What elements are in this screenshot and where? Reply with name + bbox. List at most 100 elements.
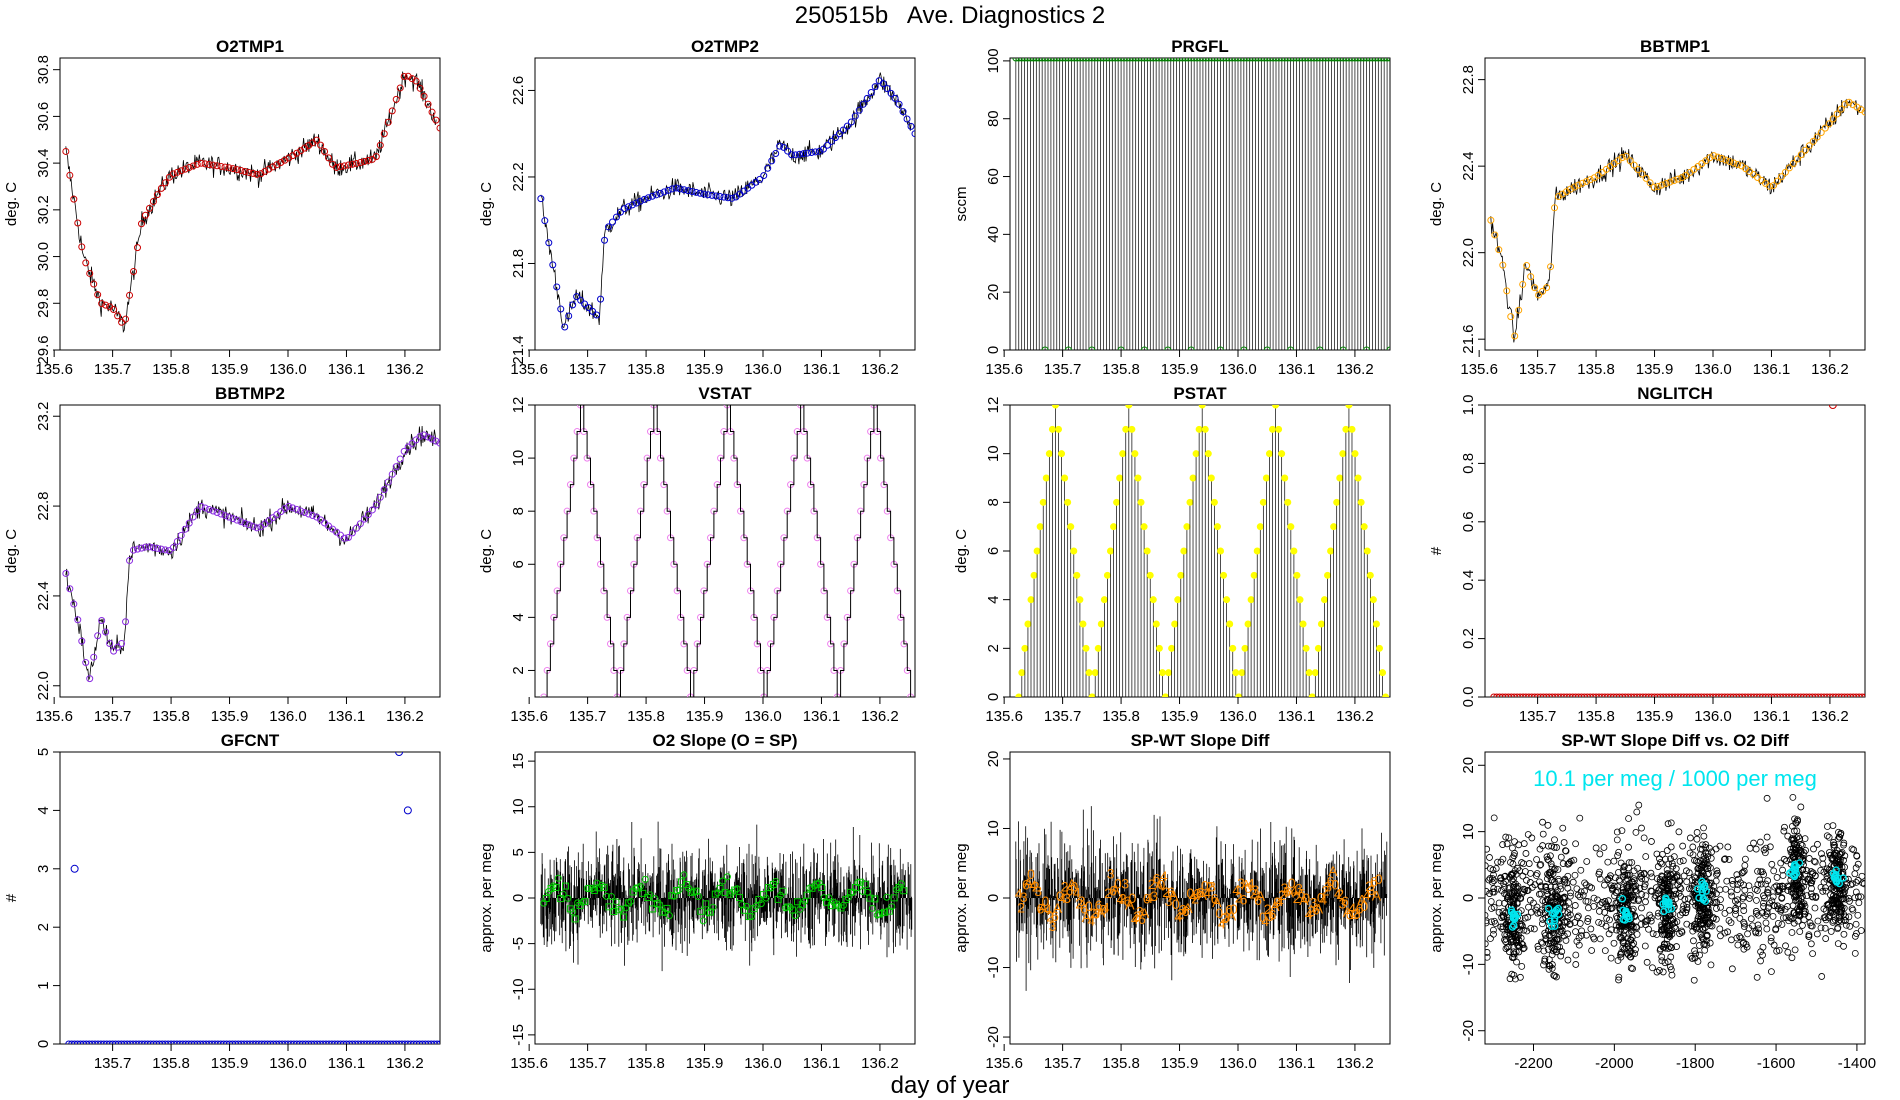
data-point [1563, 879, 1571, 887]
data-point [403, 806, 412, 815]
data-point [601, 236, 609, 244]
data-point [1530, 925, 1538, 933]
data-point [1583, 931, 1590, 939]
data-point [1788, 954, 1796, 962]
data-point [696, 189, 704, 197]
panel-title: O2TMP2 [691, 37, 759, 56]
data-point [1548, 898, 1556, 906]
data-point: 3 [1237, 875, 1245, 891]
x-tick-label: 136.2 [386, 1055, 424, 1072]
data-point [1596, 901, 1604, 909]
x-tick-label: 135.6 [985, 1055, 1023, 1072]
data-point [1186, 498, 1194, 506]
data-point [1759, 951, 1766, 959]
data-point [1512, 948, 1520, 956]
data-point [1740, 867, 1748, 875]
data-point: 6 [1182, 903, 1190, 919]
data-point [1727, 888, 1735, 896]
data-point [1741, 886, 1749, 894]
data-point [1499, 923, 1507, 931]
data-point [1061, 474, 1069, 482]
data-point [1817, 693, 1825, 697]
data-point [781, 904, 789, 912]
data-point: 6 [1327, 873, 1335, 889]
data-point [665, 912, 673, 920]
data-point [1648, 887, 1656, 895]
data-point [1639, 693, 1647, 697]
data-point [1638, 824, 1645, 832]
data-point [1764, 886, 1772, 893]
data-point [1693, 835, 1701, 843]
data-point [1183, 523, 1191, 531]
data-point [895, 100, 903, 108]
data-point [1786, 846, 1794, 853]
data-point [1544, 821, 1552, 829]
panel-title: SP-WT Slope Diff vs. O2 Diff [1561, 731, 1789, 750]
data-point [1514, 882, 1522, 890]
data-point [1560, 693, 1568, 697]
data-point [1537, 693, 1545, 697]
data-point [1559, 898, 1566, 906]
data-point [1756, 693, 1764, 697]
data-point [1708, 890, 1716, 898]
data-point [1784, 948, 1792, 956]
data-point [1694, 869, 1702, 877]
data-point [1237, 58, 1245, 62]
data-point [788, 151, 796, 159]
data-point [1805, 142, 1813, 150]
data-point [1064, 498, 1072, 506]
data-point [1826, 912, 1834, 920]
data-point [1800, 693, 1808, 697]
data-point [321, 147, 329, 155]
y-tick-label: 10 [985, 445, 1002, 462]
data-point [1302, 644, 1310, 652]
data-point [1537, 861, 1545, 868]
x-tick-label: 135.8 [627, 361, 665, 378]
data-point: 3 [1179, 901, 1187, 917]
data-point [656, 189, 664, 197]
data-point [1625, 843, 1632, 851]
data-point [1281, 58, 1289, 62]
data-point [205, 505, 213, 513]
data-point [1697, 864, 1705, 872]
data-point [313, 1040, 321, 1044]
data-point [1854, 860, 1862, 868]
data-point [161, 1040, 169, 1044]
data-point [109, 1040, 117, 1044]
data-point: 2 [1032, 878, 1040, 894]
data-point [1805, 693, 1813, 697]
data-point [1253, 547, 1261, 555]
data-point: 4 [1116, 891, 1124, 907]
data-point [1853, 852, 1861, 859]
data-point [1699, 880, 1707, 888]
data-point [94, 632, 102, 640]
data-point [1768, 860, 1776, 868]
data-point [1544, 904, 1553, 913]
data-point [1557, 898, 1565, 906]
data-point [1696, 951, 1703, 959]
data-point [1723, 877, 1731, 885]
data-point: 6 [1254, 892, 1262, 908]
x-tick-label: 136.1 [328, 1055, 366, 1072]
data-point [1024, 58, 1032, 62]
data-point [1702, 841, 1710, 848]
data-point [1604, 858, 1612, 866]
x-tick-label: 136.1 [803, 361, 841, 378]
data-point [1526, 896, 1534, 904]
data-point [1852, 920, 1860, 928]
data-point [1654, 182, 1662, 190]
data-point [1102, 58, 1110, 62]
data-point [1643, 958, 1651, 966]
data-point [1767, 693, 1775, 697]
data-point [1176, 58, 1184, 62]
data-point [401, 1040, 409, 1044]
data-point [1765, 693, 1773, 697]
data-point [424, 1040, 432, 1044]
data-point [1830, 917, 1837, 925]
data-point [1715, 693, 1723, 697]
data-point [1608, 926, 1615, 934]
data-point [396, 84, 404, 92]
data-point [1376, 644, 1384, 652]
data-point [1523, 876, 1530, 884]
data-point [1103, 571, 1111, 579]
